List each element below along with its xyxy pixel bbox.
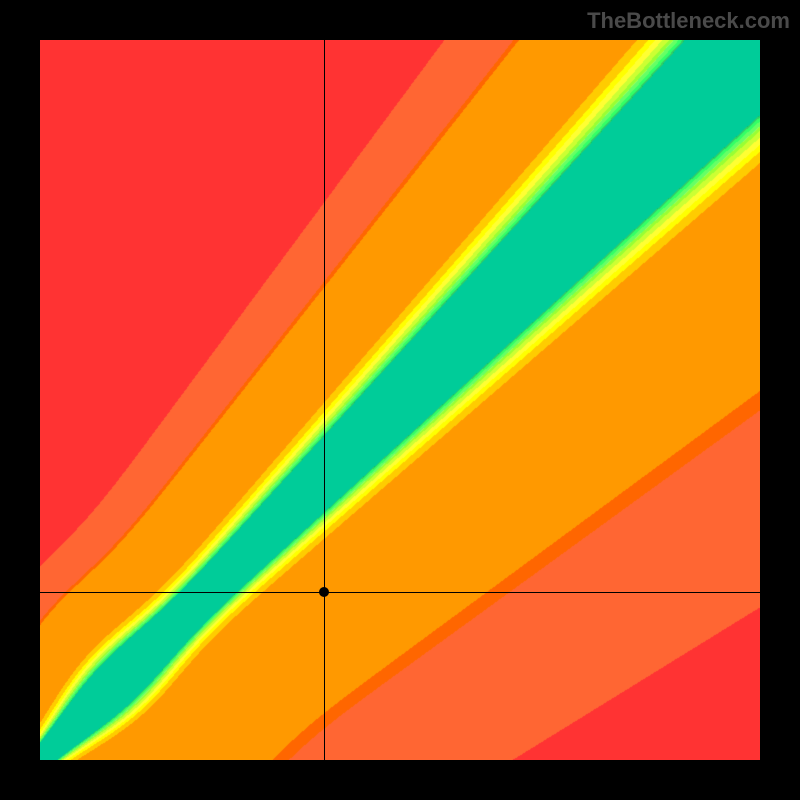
- data-point-marker: [319, 587, 329, 597]
- heatmap-canvas: [40, 40, 760, 760]
- watermark-text: TheBottleneck.com: [587, 8, 790, 34]
- heatmap-plot: [40, 40, 760, 760]
- crosshair-horizontal: [40, 592, 760, 593]
- crosshair-vertical: [324, 40, 325, 760]
